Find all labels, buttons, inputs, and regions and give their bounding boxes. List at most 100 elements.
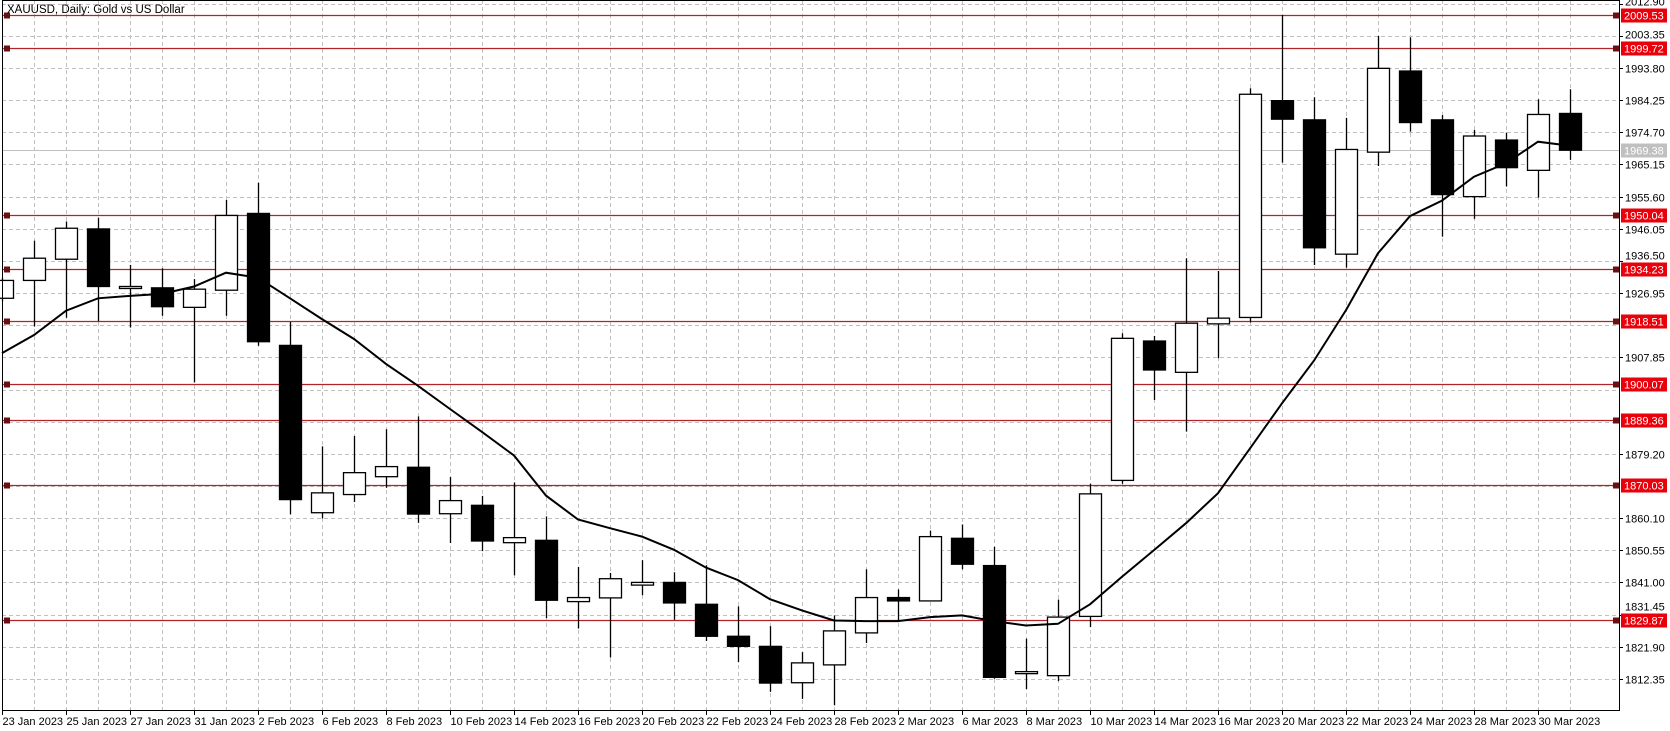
candle-body [118,285,143,290]
bearish-candle [1142,335,1167,400]
bullish-candle [1366,36,1391,166]
date-tick-label: 6 Feb 2023 [323,716,379,728]
level-anchor-left[interactable] [4,417,10,424]
price-tick-label: 1946.05 [1625,225,1665,237]
level-anchor-left[interactable] [4,266,10,273]
candle-body [214,214,239,291]
bearish-candle [726,606,751,663]
bullish-candle [374,429,399,488]
level-anchor-right[interactable] [1613,482,1619,489]
price-tick-label: 1984.25 [1625,96,1665,108]
candle-body [502,536,527,544]
bearish-candle [406,416,431,523]
level-price-label-bg [1621,413,1667,428]
date-tick-label: 16 Feb 2023 [579,716,641,728]
bearish-candle [1430,115,1455,237]
level-anchor-left[interactable] [4,212,10,219]
candle-body [630,581,655,586]
level-anchor-left[interactable] [4,381,10,388]
level-price-label: 1918.51 [1624,317,1664,329]
horizontal-levels[interactable] [2,12,1619,624]
date-tick-label: 2 Mar 2023 [899,716,955,728]
bearish-candle [982,546,1007,679]
bullish-candle [310,446,335,519]
level-anchor-right[interactable] [1613,212,1619,219]
moving-average-line [1,140,1571,627]
level-price-label-bg [1621,314,1667,329]
candle-body [694,603,719,637]
price-tick-label: 1974.70 [1625,128,1665,140]
candle-body [438,499,463,515]
bearish-candle [694,565,719,641]
level-anchor-right[interactable] [1613,417,1619,424]
candle-body [182,288,207,309]
candle-body [566,596,591,603]
bullish-candle [1334,117,1359,268]
level-anchor-right[interactable] [1613,45,1619,52]
date-tick-label: 14 Feb 2023 [515,716,577,728]
bearish-candle [758,626,783,692]
level-anchor-left[interactable] [4,482,10,489]
date-tick-label: 25 Jan 2023 [67,716,128,728]
candle-body [662,581,687,604]
date-tick-label: 30 Mar 2023 [1539,716,1601,728]
level-anchor-right[interactable] [1613,266,1619,273]
level-anchor-left[interactable] [4,617,10,624]
candle-body [822,630,847,666]
level-labels: 2009.53 1999.72 1950.04 1934.23 1918.51 1900.… [1621,8,1667,628]
level-price-label: 1950.04 [1624,211,1664,223]
candle-body [1302,119,1327,249]
level-anchor-left[interactable] [4,45,10,52]
bullish-candle [22,240,47,327]
date-tick-label: 20 Mar 2023 [1283,716,1345,728]
level-anchor-right[interactable] [1613,12,1619,19]
date-tick-label: 22 Feb 2023 [707,716,769,728]
price-tick-label: 1812.35 [1625,675,1665,687]
candle-body [1494,139,1519,169]
bullish-candle [598,572,623,658]
bullish-candle [54,221,79,318]
date-tick-label: 28 Mar 2023 [1475,716,1537,728]
level-price-label: 1934.23 [1624,265,1664,277]
bullish-candle [918,530,943,602]
level-anchor-right[interactable] [1613,318,1619,325]
candle-body [1142,340,1167,371]
date-tick-label: 22 Mar 2023 [1347,716,1409,728]
date-tick-label: 24 Mar 2023 [1411,716,1473,728]
level-price-label-bg [1621,262,1667,277]
level-anchor-right[interactable] [1613,381,1619,388]
time-axis[interactable]: 23 Jan 2023 25 Jan 2023 27 Jan 2023 31 Jan … [2,710,1601,728]
candle-body [1398,70,1423,124]
level-anchor-right[interactable] [1613,617,1619,624]
date-tick-label: 28 Feb 2023 [835,716,897,728]
level-price-label-bg [1621,478,1667,493]
bid-price-label: 1969.38 [1624,146,1664,158]
bullish-candle [182,279,207,383]
candle-body [278,344,303,501]
candle-body [1078,493,1103,618]
bullish-candle [630,560,655,596]
level-price-label: 2009.53 [1624,11,1664,23]
bearish-candle [1270,15,1295,163]
candle-body [790,662,815,684]
price-axis[interactable]: 2012.90 2003.35 1993.80 1984.25 1974.70 1965.… [1619,0,1665,687]
level-anchor-left[interactable] [4,318,10,325]
level-price-label-bg [1621,377,1667,392]
date-tick-label: 14 Mar 2023 [1155,716,1217,728]
date-tick-label: 16 Mar 2023 [1219,716,1281,728]
price-tick-label: 1860.10 [1625,514,1665,526]
level-price-label: 1829.87 [1624,616,1664,628]
date-tick-label: 24 Feb 2023 [771,716,833,728]
level-price-label-bg [1621,8,1667,23]
candle-body [22,257,47,282]
level-anchor-left[interactable] [4,12,10,19]
level-price-label-bg [1621,613,1667,628]
date-tick-label: 6 Mar 2023 [963,716,1019,728]
level-price-label-bg [1621,208,1667,223]
candle-body [310,492,335,514]
candle-body [1270,100,1295,120]
candle-body [534,539,559,601]
candle-body [1366,67,1391,153]
bullish-candle [342,435,367,502]
